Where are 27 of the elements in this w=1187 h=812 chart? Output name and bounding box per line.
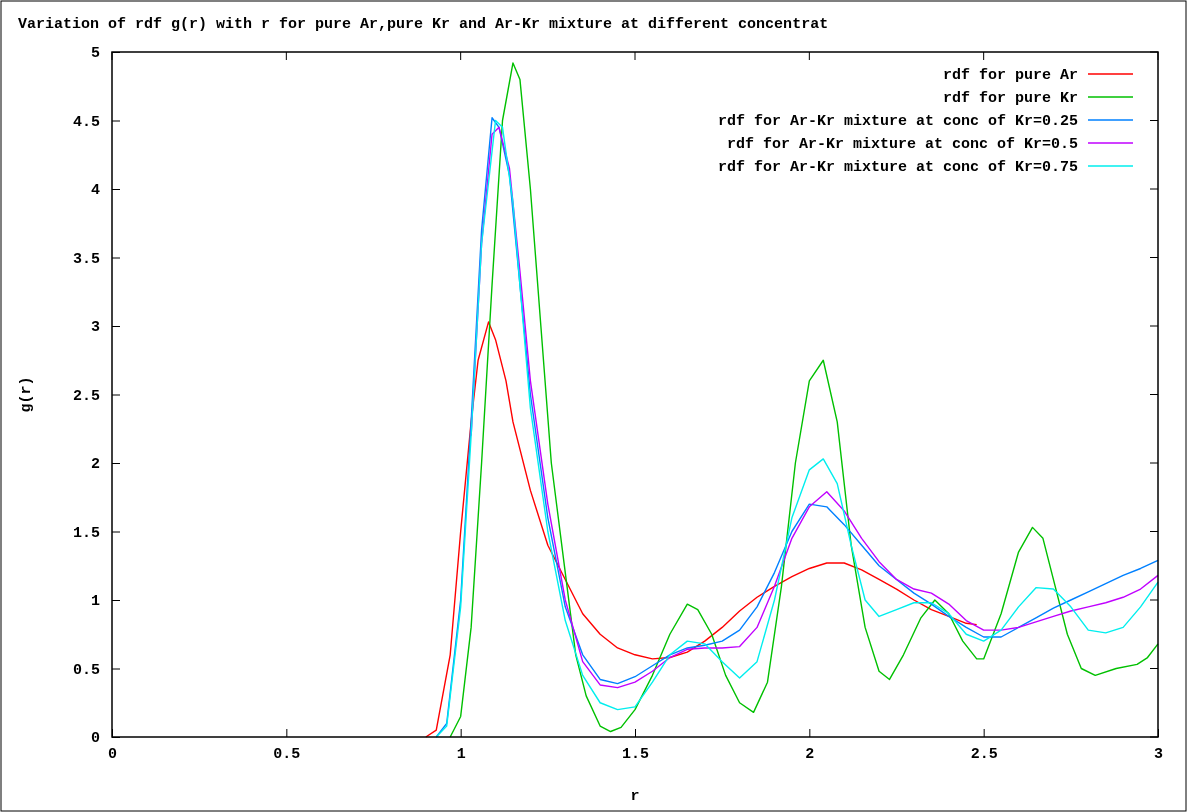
x-tick-label: 0.5 bbox=[273, 745, 301, 763]
y-tick-label: 4 bbox=[90, 182, 100, 200]
legend-label: rdf for Ar-Kr mixture at conc of Kr=0.75 bbox=[717, 159, 1078, 176]
x-tick-label: 2.5 bbox=[970, 745, 998, 763]
legend-label: rdf for Ar-Kr mixture at conc of Kr=0.5 bbox=[726, 136, 1078, 153]
y-tick-label: 4.5 bbox=[72, 113, 100, 131]
y-tick-label: 1.5 bbox=[72, 524, 100, 542]
x-tick-label: 1.5 bbox=[621, 745, 650, 763]
line-series bbox=[425, 321, 978, 738]
chart-title: Variation of rdf g(r) with r for pure Ar,pure Kr and Ar-Kr mixture at different concentrat bbox=[18, 16, 829, 33]
x-tick-label: 1 bbox=[456, 745, 466, 763]
x-tick-label: 2 bbox=[805, 745, 815, 763]
x-tick-label: 0 bbox=[107, 745, 118, 763]
y-tick-label: 5 bbox=[90, 45, 100, 63]
y-tick-label: 3.5 bbox=[72, 250, 100, 268]
y-tick-label: 2 bbox=[90, 456, 100, 474]
y-tick-label: 0 bbox=[90, 730, 100, 748]
y-axis-title: g(r) bbox=[18, 376, 35, 413]
x-axis-title: r bbox=[630, 788, 640, 805]
x-tick-label: 3 bbox=[1153, 745, 1164, 763]
legend-label: rdf for Ar-Kr mixture at conc of Kr=0.25 bbox=[717, 113, 1078, 130]
y-tick-label: 3 bbox=[90, 319, 100, 337]
legend-label: rdf for pure Ar bbox=[942, 67, 1078, 84]
y-tick-label: 2.5 bbox=[72, 387, 100, 405]
legend-label: rdf for pure Kr bbox=[942, 90, 1078, 107]
y-tick-label: 1 bbox=[90, 593, 100, 611]
y-tick-label: 0.5 bbox=[72, 661, 100, 679]
